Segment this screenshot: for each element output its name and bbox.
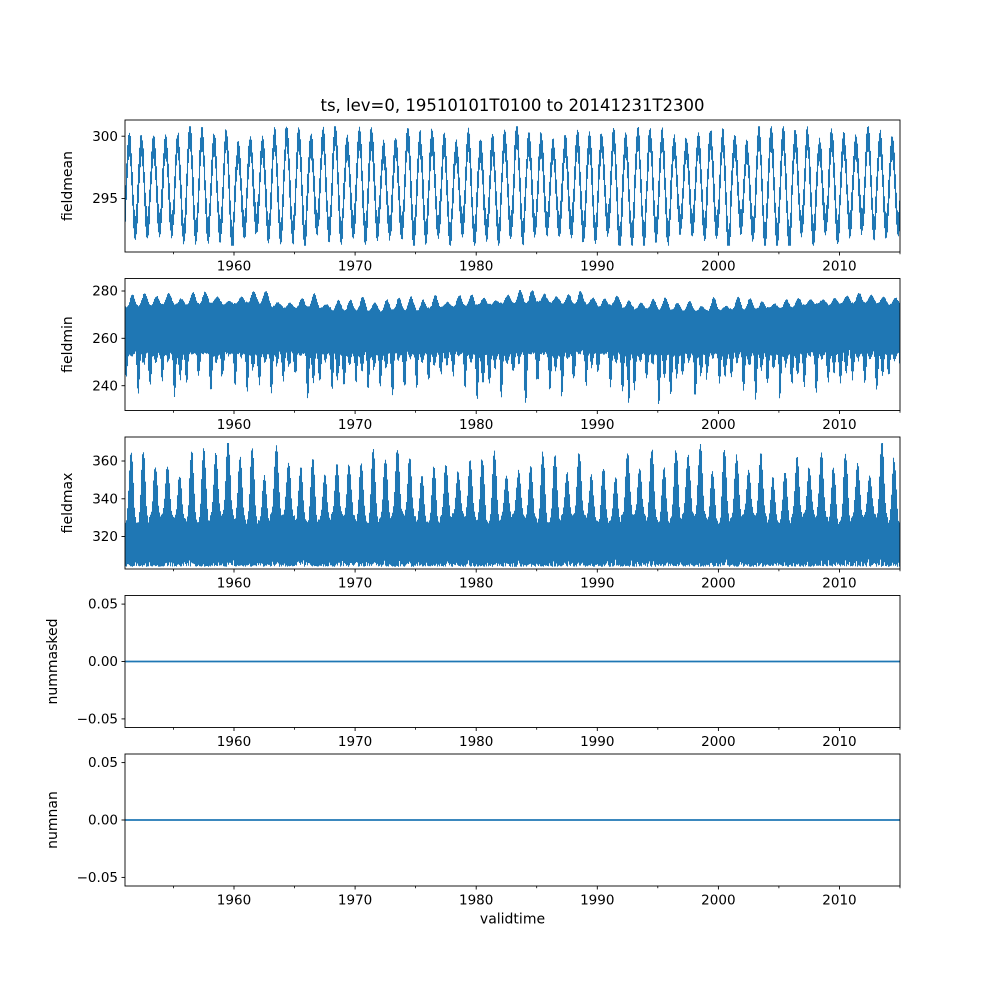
x-tick-label: 1990 <box>580 893 614 909</box>
x-tick-label: 1970 <box>338 259 372 275</box>
subplot-nummasked <box>121 595 901 731</box>
x-tick-label: 1960 <box>217 893 251 909</box>
x-tick-label: 2010 <box>822 576 856 592</box>
x-tick-label: 1960 <box>217 417 251 433</box>
y-tick-label: 300 <box>92 129 118 145</box>
subplot-numnan <box>121 753 901 890</box>
y-tick-label: 295 <box>92 191 118 207</box>
y-tick-label: 340 <box>92 491 118 507</box>
y-tick-label: −0.05 <box>77 870 118 886</box>
y-tick-label: 0.00 <box>88 813 118 829</box>
x-tick-label: 2010 <box>822 734 856 750</box>
y-tick-label: 0.00 <box>88 654 118 670</box>
x-tick-label: 1980 <box>459 576 493 592</box>
y-tick-label: 0.05 <box>88 755 118 771</box>
x-tick-label: 2000 <box>701 417 735 433</box>
x-tick-label: 1990 <box>580 417 614 433</box>
x-tick-label: 2000 <box>701 259 735 275</box>
x-tick-label: 2000 <box>701 893 735 909</box>
x-tick-label: 2010 <box>822 417 856 433</box>
x-tick-label: 2000 <box>701 576 735 592</box>
y-axis-label-numnan: numnan <box>45 791 61 849</box>
x-tick-label: 1960 <box>217 734 251 750</box>
x-tick-label: 1990 <box>580 259 614 275</box>
x-tick-label: 1990 <box>580 734 614 750</box>
x-tick-label: 2010 <box>822 259 856 275</box>
series-fieldmax <box>124 443 901 567</box>
y-tick-label: 240 <box>92 378 118 394</box>
x-tick-label: 1960 <box>217 259 251 275</box>
y-axis-label-fieldmin: fieldmin <box>60 316 76 373</box>
y-axis-label-fieldmax: fieldmax <box>60 473 76 534</box>
x-tick-label: 2010 <box>822 893 856 909</box>
subplot-fieldmin <box>121 278 901 414</box>
subplot-frame-fieldmean <box>124 119 901 253</box>
y-tick-label: 320 <box>92 529 118 545</box>
x-tick-label: 1960 <box>217 576 251 592</box>
x-tick-label: 1970 <box>338 734 372 750</box>
y-tick-label: 360 <box>92 454 118 470</box>
x-tick-label: 1980 <box>459 417 493 433</box>
subplot-fieldmax <box>121 436 901 573</box>
y-tick-label: −0.05 <box>77 711 118 727</box>
figure-title: ts, lev=0, 19510101T0100 to 20141231T230… <box>320 96 704 115</box>
x-tick-label: 1980 <box>459 734 493 750</box>
y-axis-label-nummasked: nummasked <box>45 618 61 704</box>
x-tick-label: 1970 <box>338 576 372 592</box>
y-tick-label: 260 <box>92 331 118 347</box>
subplot-frame-fieldmin <box>124 278 901 411</box>
y-tick-label: 0.05 <box>88 597 118 613</box>
x-tick-label: 2000 <box>701 734 735 750</box>
subplot-frame-fieldmax <box>124 436 901 570</box>
series-fieldmin <box>124 290 901 404</box>
x-tick-label: 1980 <box>459 893 493 909</box>
y-tick-label: 280 <box>92 284 118 300</box>
x-tick-label: 1970 <box>338 893 372 909</box>
series-fieldmean <box>124 126 901 246</box>
y-axis-label-fieldmean: fieldmean <box>60 151 76 221</box>
subplot-fieldmean <box>121 119 901 256</box>
x-axis-label: validtime <box>480 912 545 928</box>
x-tick-label: 1980 <box>459 259 493 275</box>
x-tick-label: 1970 <box>338 417 372 433</box>
x-tick-label: 1990 <box>580 576 614 592</box>
